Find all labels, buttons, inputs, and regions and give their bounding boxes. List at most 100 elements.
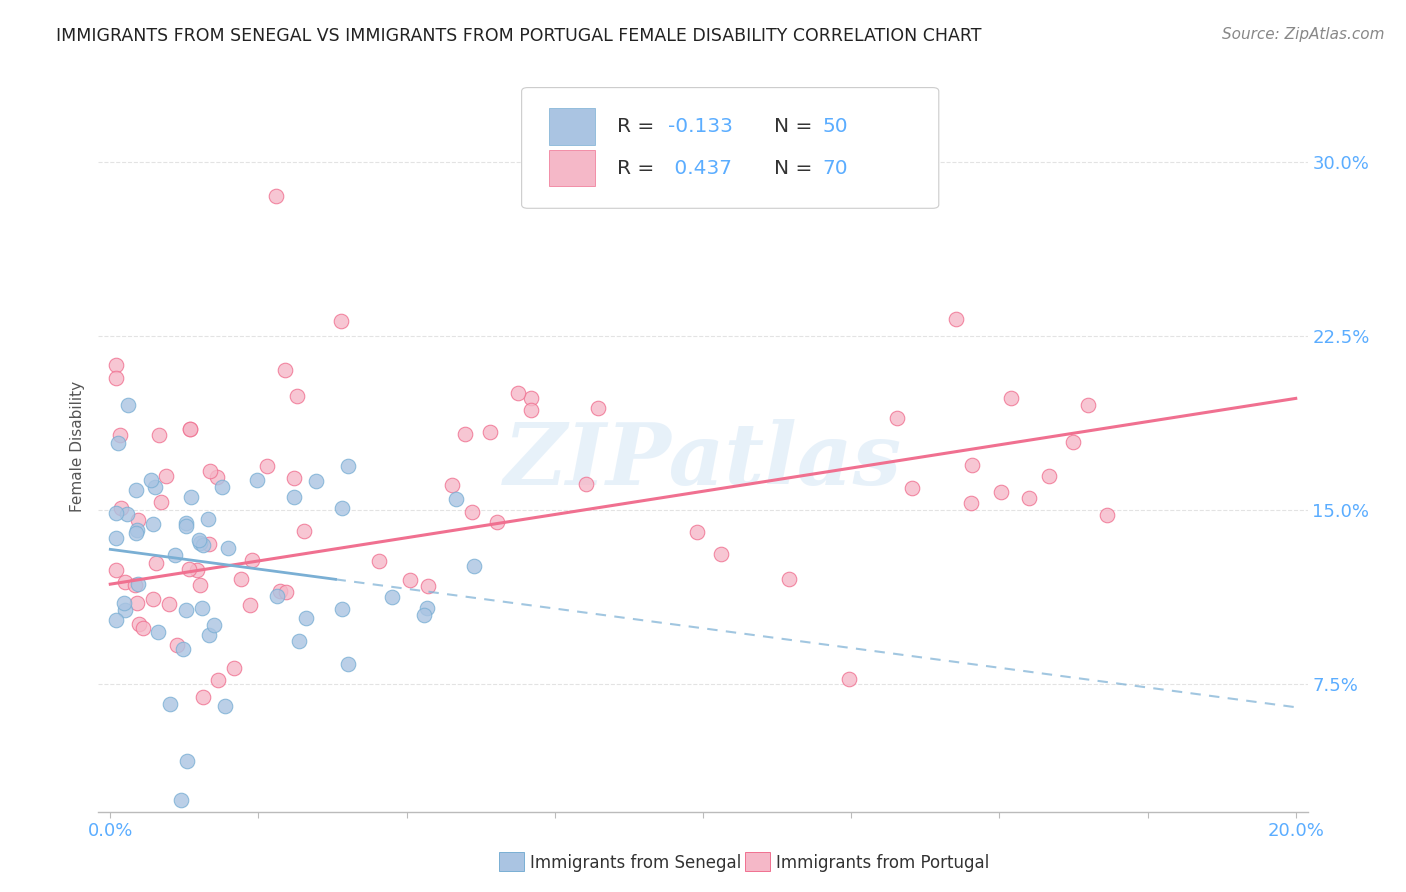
Point <box>1000 391 1022 405</box>
Point <box>901 482 924 496</box>
Point <box>520 403 543 417</box>
Point <box>1018 491 1040 506</box>
Text: 0.437: 0.437 <box>668 159 733 178</box>
Point <box>245 473 267 487</box>
Point <box>179 422 201 436</box>
Point <box>125 596 148 610</box>
Point <box>128 617 150 632</box>
Point <box>124 526 146 541</box>
Point <box>159 697 181 711</box>
Point <box>148 625 170 640</box>
Point <box>174 516 197 530</box>
Point <box>166 638 188 652</box>
Point <box>180 490 202 504</box>
Point <box>150 495 173 509</box>
Point <box>332 500 354 515</box>
Point <box>285 388 308 402</box>
Point <box>330 602 353 616</box>
Point <box>288 633 311 648</box>
Point <box>107 436 129 450</box>
Text: 50: 50 <box>823 117 848 136</box>
Point <box>336 657 359 672</box>
Point <box>239 598 262 612</box>
Point <box>127 513 149 527</box>
Text: N =: N = <box>775 117 820 136</box>
Point <box>506 386 529 401</box>
Point <box>575 477 598 491</box>
Point <box>179 422 201 436</box>
Text: ZIPatlas: ZIPatlas <box>503 419 903 502</box>
Point <box>1095 508 1118 522</box>
Point <box>198 537 221 551</box>
Point <box>454 426 477 441</box>
Point <box>190 600 212 615</box>
Point <box>174 603 197 617</box>
Point <box>177 562 200 576</box>
Point <box>110 501 132 516</box>
Point <box>114 574 136 589</box>
Point <box>330 314 353 328</box>
Point <box>838 672 860 686</box>
Point <box>124 578 146 592</box>
Text: R =: R = <box>617 159 661 178</box>
Point <box>444 491 467 506</box>
FancyBboxPatch shape <box>550 150 595 186</box>
Point <box>269 583 291 598</box>
Text: R =: R = <box>617 117 661 136</box>
Point <box>205 470 228 484</box>
Point <box>105 613 128 627</box>
Point <box>416 578 439 592</box>
Point <box>155 469 177 483</box>
Point <box>960 458 983 472</box>
Point <box>990 485 1012 500</box>
Point <box>463 559 485 574</box>
Point <box>214 698 236 713</box>
Point <box>174 518 197 533</box>
Point <box>163 549 186 563</box>
Point <box>198 464 221 478</box>
Text: -0.133: -0.133 <box>668 117 733 136</box>
Point <box>440 477 463 491</box>
Point <box>295 610 318 624</box>
Point <box>1038 468 1060 483</box>
Point <box>105 506 128 520</box>
Point <box>141 473 163 487</box>
Point <box>142 517 165 532</box>
Point <box>960 496 983 510</box>
Point <box>127 523 149 537</box>
Point <box>197 628 219 642</box>
Point <box>157 597 180 611</box>
Point <box>108 427 131 442</box>
Y-axis label: Female Disability: Female Disability <box>69 380 84 512</box>
Point <box>170 793 193 807</box>
Point <box>368 554 391 568</box>
Point <box>461 505 484 519</box>
Point <box>1077 398 1099 412</box>
Point <box>945 311 967 326</box>
Point <box>274 584 297 599</box>
Point <box>145 556 167 570</box>
Point <box>105 358 128 372</box>
Point <box>292 524 315 538</box>
Point <box>486 515 509 529</box>
Point <box>105 531 128 545</box>
Text: IMMIGRANTS FROM SENEGAL VS IMMIGRANTS FROM PORTUGAL FEMALE DISABILITY CORRELATIO: IMMIGRANTS FROM SENEGAL VS IMMIGRANTS FR… <box>56 27 981 45</box>
Point <box>337 459 360 474</box>
Text: Immigrants from Senegal: Immigrants from Senegal <box>530 854 741 871</box>
Point <box>415 601 437 615</box>
Point <box>125 483 148 498</box>
Point <box>266 590 288 604</box>
Point <box>191 690 214 704</box>
Point <box>188 533 211 548</box>
Point <box>105 371 128 385</box>
Text: Immigrants from Portugal: Immigrants from Portugal <box>776 854 990 871</box>
Text: N =: N = <box>775 159 820 178</box>
Text: Source: ZipAtlas.com: Source: ZipAtlas.com <box>1222 27 1385 42</box>
Point <box>193 538 215 552</box>
Point <box>240 553 263 567</box>
Bar <box>499 852 524 871</box>
Point <box>412 608 434 623</box>
Point <box>274 362 297 376</box>
Point <box>112 596 135 610</box>
Point <box>143 481 166 495</box>
